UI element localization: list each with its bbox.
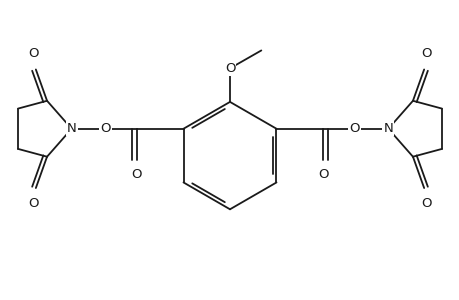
Text: O: O (318, 168, 328, 181)
Text: O: O (420, 47, 431, 60)
Text: O: O (349, 122, 359, 135)
Text: O: O (28, 47, 39, 60)
Text: O: O (224, 62, 235, 75)
Text: O: O (420, 197, 431, 210)
Text: O: O (28, 197, 39, 210)
Text: O: O (131, 168, 141, 181)
Text: N: N (383, 122, 392, 135)
Text: O: O (100, 122, 110, 135)
Text: N: N (67, 122, 76, 135)
